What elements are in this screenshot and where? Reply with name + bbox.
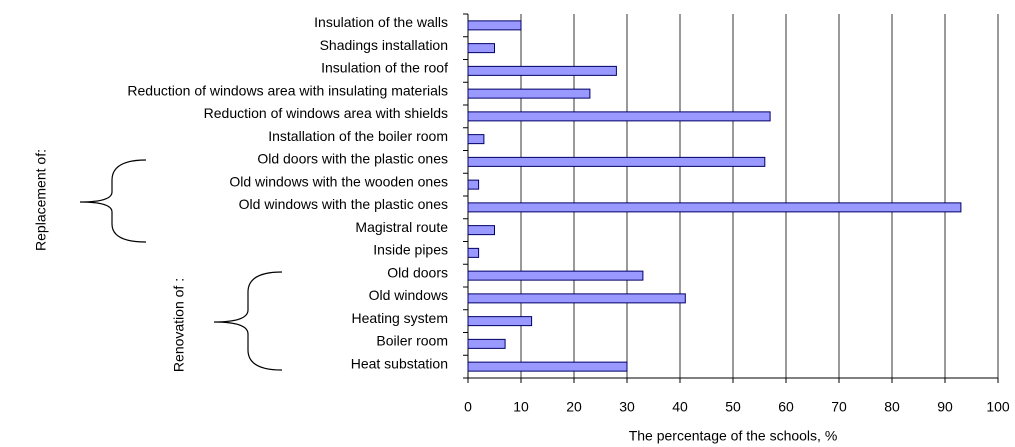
y-tick-label: Heating system <box>352 310 448 326</box>
y-tick-label: Magistral route <box>355 219 448 235</box>
annotation: Renovation of : <box>171 278 187 372</box>
x-tick-label: 50 <box>725 399 741 415</box>
x-tick-label: 80 <box>884 399 900 415</box>
y-tick-label: Old windows with the wooden ones <box>229 173 448 189</box>
bar <box>467 361 628 372</box>
bar <box>467 134 485 145</box>
y-tick-label: Installation of the boiler room <box>268 128 448 144</box>
bar <box>467 293 686 304</box>
bracket <box>213 271 283 371</box>
x-tick-label: 90 <box>937 399 953 415</box>
y-tick-label: Reduction of windows area with insulatin… <box>127 82 448 98</box>
bar <box>467 247 480 258</box>
bar <box>467 65 617 76</box>
x-tick-label: 40 <box>672 399 688 415</box>
y-tick-label: Old windows with the plastic ones <box>239 196 448 212</box>
x-tick-label: 60 <box>778 399 794 415</box>
y-tick-label: Old doors <box>387 264 448 280</box>
x-axis-label: The percentage of the schools, % <box>629 428 838 444</box>
bar <box>467 316 533 327</box>
x-tick-label: 0 <box>464 399 472 415</box>
annotation: Replacement of: <box>33 149 49 251</box>
bar <box>467 156 766 167</box>
bracket <box>79 159 147 243</box>
y-tick-label: Insulation of the roof <box>321 60 448 76</box>
bar <box>467 202 962 213</box>
y-tick-label: Old windows <box>369 287 448 303</box>
x-tick-label: 100 <box>986 399 1010 415</box>
bar <box>467 111 771 122</box>
bar <box>467 20 522 31</box>
y-tick-label: Heat substation <box>351 355 448 371</box>
y-tick-label: Shadings installation <box>320 37 448 53</box>
bar <box>467 179 480 190</box>
bar <box>467 88 591 99</box>
bar <box>467 43 495 54</box>
y-tick-label: Inside pipes <box>373 242 448 258</box>
y-tick-label: Boiler room <box>376 333 448 349</box>
x-tick-label: 30 <box>619 399 635 415</box>
bar <box>467 270 644 281</box>
y-tick-label: Insulation of the walls <box>314 14 448 30</box>
y-tick-label: Old doors with the plastic ones <box>257 151 448 167</box>
bar <box>467 338 506 349</box>
x-tick-label: 70 <box>831 399 847 415</box>
x-tick-label: 20 <box>566 399 582 415</box>
x-tick-label: 10 <box>513 399 529 415</box>
y-tick-label: Reduction of windows area with shields <box>204 105 448 121</box>
bar <box>467 225 495 236</box>
